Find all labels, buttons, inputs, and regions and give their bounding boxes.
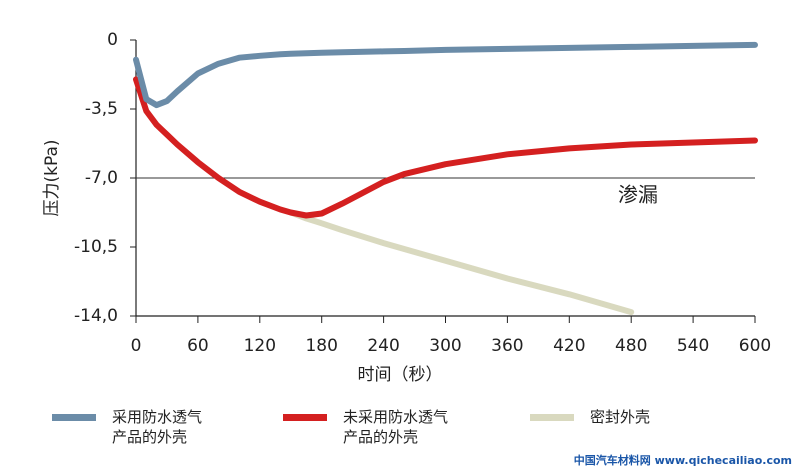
legend-label: 采用防水透气 产品的外壳 bbox=[112, 408, 203, 446]
x-tick-label: 540 bbox=[677, 336, 709, 356]
watermark: 中国汽车材料网 www.qichecailiao.com bbox=[573, 454, 792, 467]
x-tick-label: 180 bbox=[305, 336, 337, 356]
series-line bbox=[287, 209, 635, 316]
threshold-label: 渗漏 bbox=[618, 183, 658, 207]
x-tick-label: 120 bbox=[244, 336, 276, 356]
x-tick-label: 300 bbox=[429, 336, 461, 356]
y-tick-label: 0 bbox=[107, 30, 118, 50]
series-line bbox=[133, 76, 758, 219]
x-tick-label: 600 bbox=[739, 336, 771, 356]
y-tick-label: -14,0 bbox=[74, 306, 118, 326]
x-tick-label: 60 bbox=[187, 336, 209, 356]
x-tick-label: 420 bbox=[553, 336, 585, 356]
y-tick-label: -10,5 bbox=[74, 237, 118, 257]
legend-swatch bbox=[283, 414, 327, 421]
y-tick-label: -3,5 bbox=[85, 99, 118, 119]
x-tick-label: 240 bbox=[367, 336, 399, 356]
series-line bbox=[133, 41, 758, 109]
x-tick-label: 480 bbox=[615, 336, 647, 356]
y-axis-label: 压力(kPa) bbox=[42, 139, 62, 216]
legend-label: 密封外壳 bbox=[590, 408, 651, 426]
legend-label: 未采用防水透气 产品的外壳 bbox=[343, 408, 449, 446]
legend-swatch bbox=[530, 414, 574, 421]
x-tick-label: 0 bbox=[131, 336, 142, 356]
legend-swatch bbox=[52, 414, 96, 421]
x-tick-label: 360 bbox=[491, 336, 523, 356]
x-axis-label: 时间（秒） bbox=[358, 365, 443, 385]
y-tick-label: -7,0 bbox=[85, 168, 118, 188]
